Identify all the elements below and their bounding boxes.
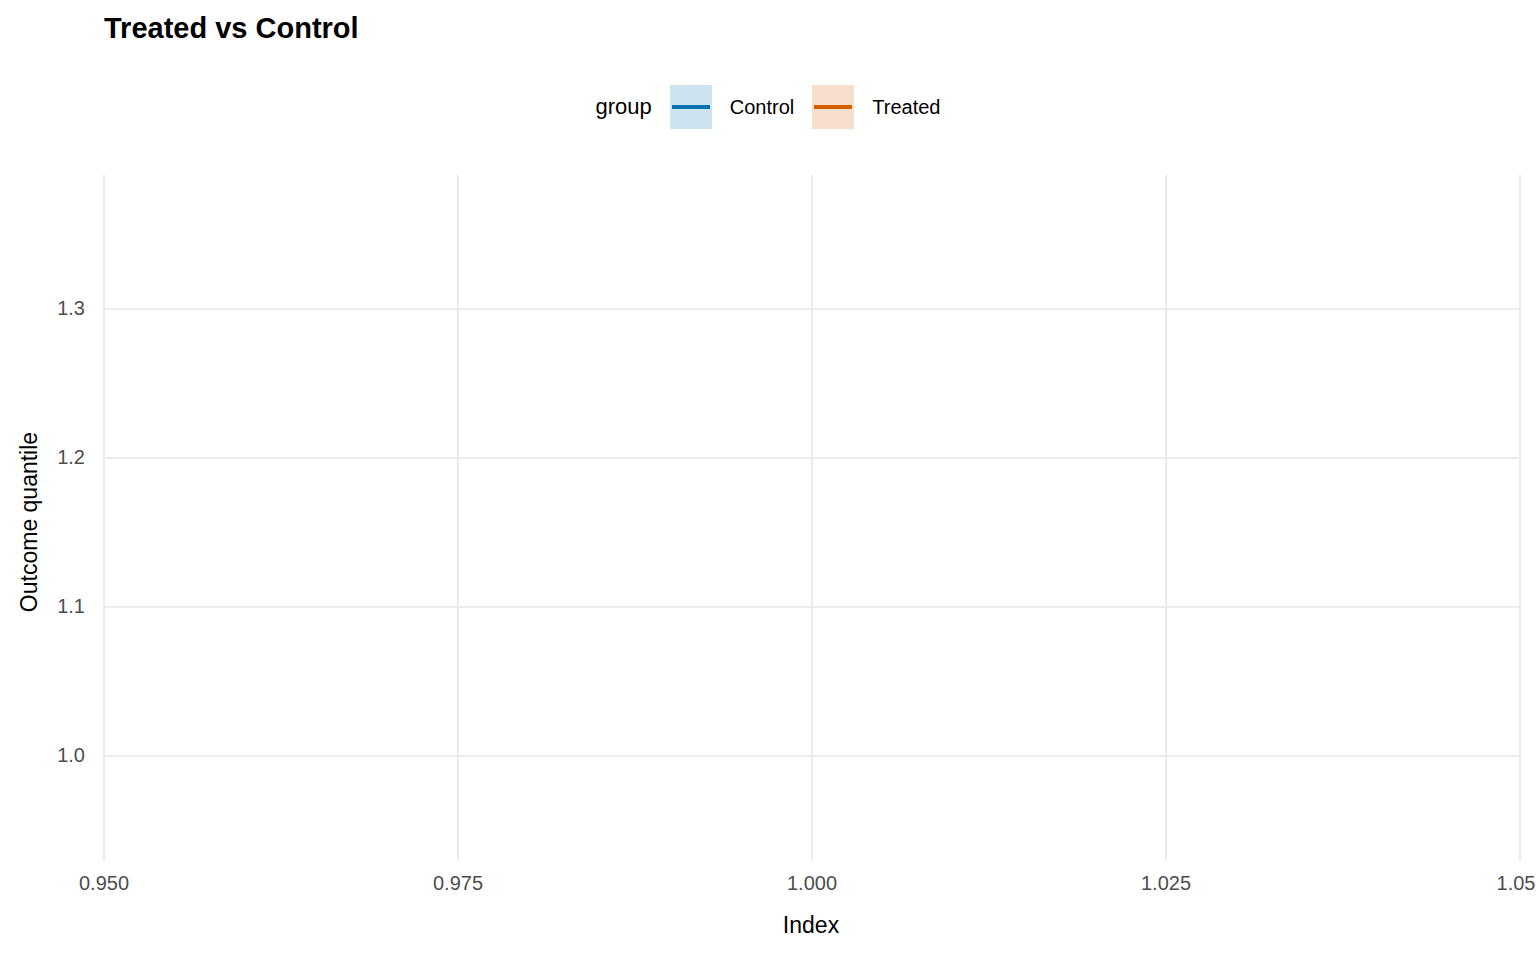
y-gridline-1-1 (103, 606, 1521, 608)
x-gridline-0975 (457, 175, 459, 861)
x-gridline-1050 (1519, 175, 1521, 861)
chart-title: Treated vs Control (104, 12, 359, 45)
x-gridline-1000 (811, 175, 813, 861)
x-gridline-0950 (103, 175, 105, 861)
y-gridline-1-2 (103, 457, 1521, 459)
control-line-swatch-icon (672, 105, 710, 109)
x-tick-label-0950: 0.950 (79, 872, 129, 895)
chart-canvas: { "title": "Treated vs Control", "legend… (0, 0, 1536, 960)
legend: group Control Treated (0, 84, 1536, 130)
x-axis-title: Index (783, 912, 839, 939)
y-gridline-1-3 (103, 308, 1521, 310)
legend-title: group (596, 94, 652, 120)
y-gridline-1-0 (103, 755, 1521, 757)
legend-entry-treated: Treated (812, 85, 940, 129)
x-tick-label-1025: 1.025 (1141, 872, 1191, 895)
legend-key-treated (812, 85, 854, 129)
legend-label-control: Control (730, 96, 794, 119)
x-tick-label-0975: 0.975 (433, 872, 483, 895)
legend-entry-control: Control (670, 85, 794, 129)
plot-panel (103, 175, 1521, 861)
x-tick-label-1000: 1.000 (787, 872, 837, 895)
treated-line-swatch-icon (814, 105, 852, 109)
y-tick-label-1-0: 1.0 (30, 744, 85, 766)
x-tick-label-1050: 1.05 (1497, 872, 1536, 895)
legend-key-control (670, 85, 712, 129)
x-gridline-1025 (1165, 175, 1167, 861)
legend-label-treated: Treated (872, 96, 940, 119)
y-tick-label-1-3: 1.3 (30, 297, 85, 319)
y-axis-title: Outcome quantile (16, 432, 43, 612)
